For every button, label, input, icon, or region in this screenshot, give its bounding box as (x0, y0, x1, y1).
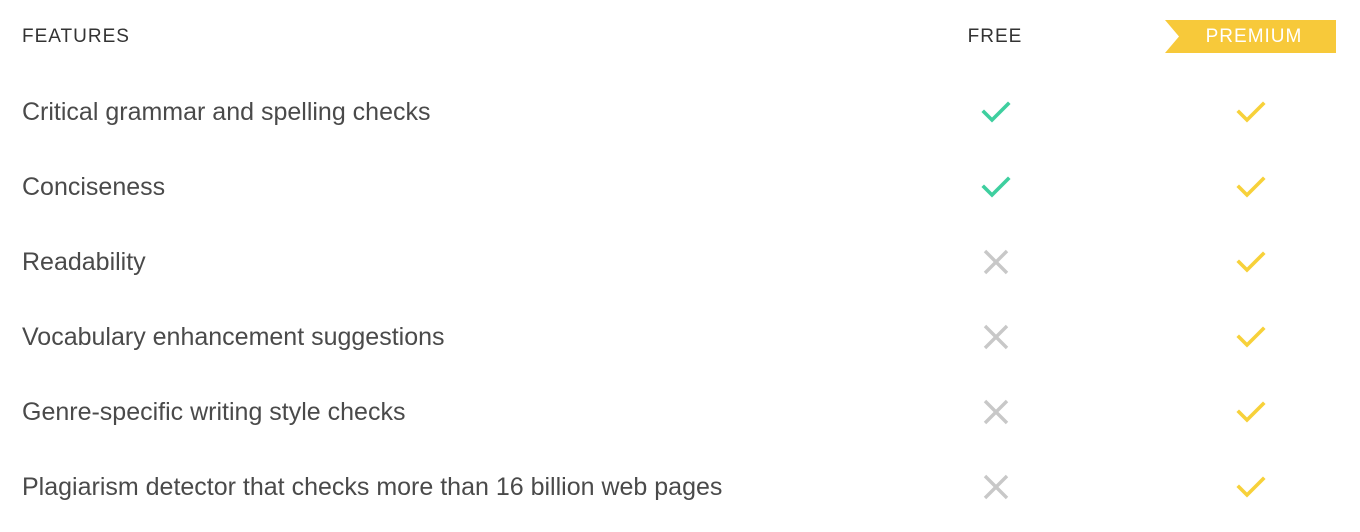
feature-label: Readability (22, 248, 146, 276)
table-header: FEATURES FREE PREMIUM (0, 0, 1360, 72)
table-row: Readability (0, 224, 1360, 299)
premium-check-icon (1233, 244, 1269, 280)
premium-check-icon (1233, 319, 1269, 355)
free-check-icon (978, 94, 1014, 130)
premium-column-header: PREMIUM (1165, 20, 1336, 53)
premium-check-icon (1233, 469, 1269, 505)
free-x-icon (978, 469, 1014, 505)
table-row: Critical grammar and spelling checks (0, 74, 1360, 149)
feature-label: Plagiarism detector that checks more tha… (22, 473, 723, 501)
table-row: Plagiarism detector that checks more tha… (0, 449, 1360, 524)
premium-check-icon (1233, 394, 1269, 430)
free-x-icon (978, 319, 1014, 355)
table-row: Genre-specific writing style checks (0, 374, 1360, 449)
free-check-icon (978, 169, 1014, 205)
features-column-header: FEATURES (22, 26, 130, 47)
premium-ribbon-icon (1165, 20, 1336, 53)
feature-label: Vocabulary enhancement suggestions (22, 323, 445, 351)
feature-label: Genre-specific writing style checks (22, 398, 406, 426)
free-column-header: FREE (967, 26, 1023, 47)
premium-check-icon (1233, 94, 1269, 130)
table-row: Vocabulary enhancement suggestions (0, 299, 1360, 374)
free-x-icon (978, 244, 1014, 280)
feature-label: Critical grammar and spelling checks (22, 98, 431, 126)
free-x-icon (978, 394, 1014, 430)
feature-label: Conciseness (22, 173, 166, 201)
table-row: Conciseness (0, 149, 1360, 224)
premium-column-label: PREMIUM (1205, 26, 1303, 47)
premium-check-icon (1233, 169, 1269, 205)
